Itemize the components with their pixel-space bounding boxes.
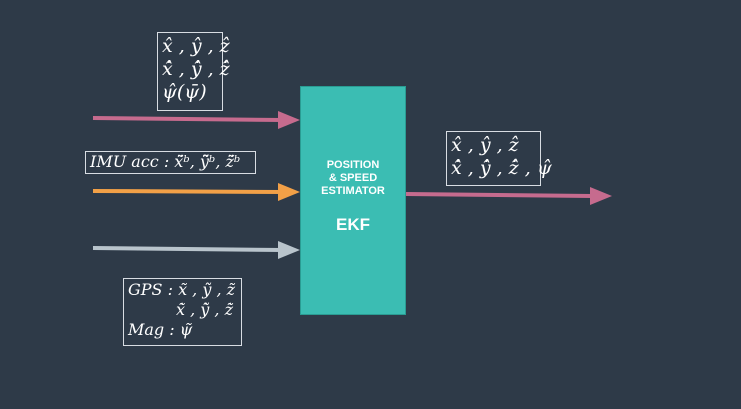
imu-acc-label: IMU acc : x̃̈ᵇ, ỹ̈ᵇ, z̃̈ᵇ <box>85 151 256 174</box>
output-arrowhead <box>590 187 612 205</box>
gps-mag-label: GPS : x̃ , ỹ , z̃ x̃̇ , ỹ̇ , z̃̇ Mag : ψ… <box>123 278 242 346</box>
imu-input-arrowhead <box>278 183 300 201</box>
feedback-input-arrow <box>92 116 283 122</box>
feedback-heading-text: ψ̂(ψ̄) <box>162 81 207 103</box>
estimator-name: EKF <box>336 215 370 234</box>
output-position-text: x̂ , ŷ , ẑ <box>451 134 519 156</box>
feedback-position-text: x̂ , ŷ , ẑ <box>162 35 230 57</box>
feedback-velocity-text: x̂̇ , ŷ̇ , ẑ̇ <box>162 58 230 80</box>
feedback-state-label: x̂ , ŷ , ẑ x̂̇ , ŷ̇ , ẑ̇ ψ̂(ψ̄) <box>157 32 230 111</box>
mag-heading-text: Mag : ψ̃ <box>128 320 193 339</box>
output-arrow <box>405 192 593 198</box>
sensors-input-arrow <box>92 246 283 252</box>
output-velocity-heading-text: x̂̇ , ŷ̇ , ẑ̇ , ψ̂ <box>451 157 552 179</box>
feedback-input-arrowhead <box>278 111 300 129</box>
sensors-input-arrowhead <box>278 241 300 259</box>
ekf-estimator-block: POSITION & SPEED ESTIMATOR EKF <box>300 86 406 315</box>
imu-acc-text: IMU acc : x̃̈ᵇ, ỹ̈ᵇ, z̃̈ᵇ <box>90 152 241 171</box>
gps-position-text: GPS : x̃ , ỹ , z̃ <box>128 280 236 299</box>
gps-velocity-text: x̃̇ , ỹ̇ , z̃̇ <box>176 300 234 319</box>
imu-input-arrow <box>92 189 283 194</box>
estimator-title: POSITION & SPEED ESTIMATOR <box>321 159 385 197</box>
output-state-label: x̂ , ŷ , ẑ x̂̇ , ŷ̇ , ẑ̇ , ψ̂ <box>446 131 552 186</box>
